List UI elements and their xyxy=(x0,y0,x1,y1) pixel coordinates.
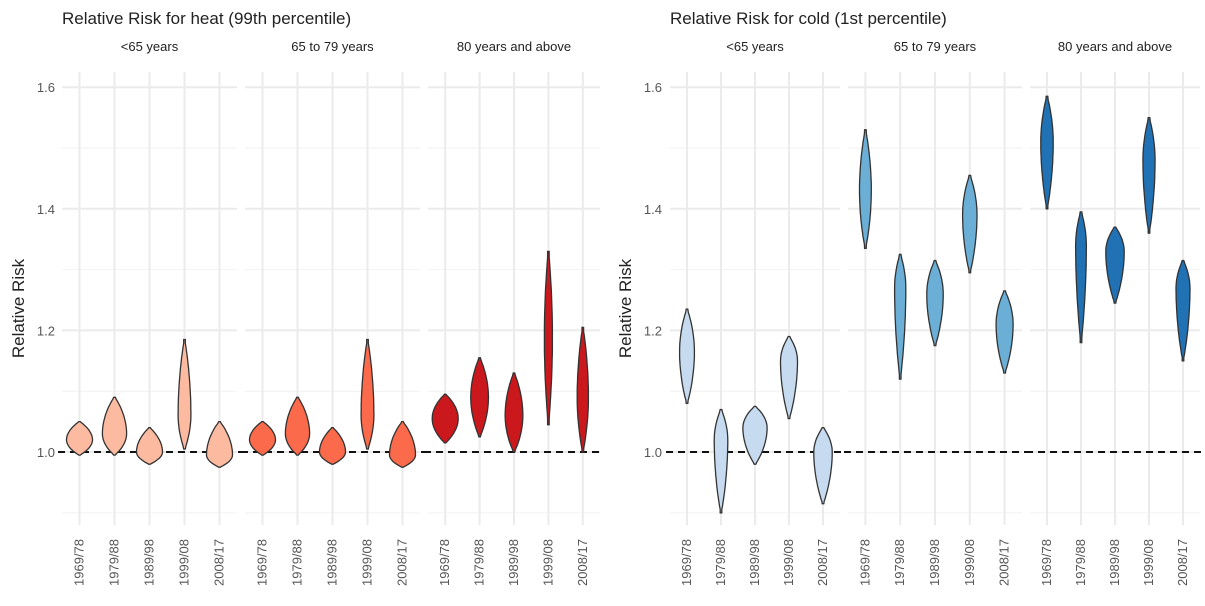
violin xyxy=(678,308,696,405)
x-tick-label: 1969/78 xyxy=(1039,539,1054,586)
x-tick-label: 1979/88 xyxy=(107,539,122,586)
y-tick-label: 1.6 xyxy=(37,80,55,95)
chart-title: Relative Risk for heat (99th percentile) xyxy=(62,9,351,28)
x-tick-label: 2008/17 xyxy=(395,539,410,586)
violin xyxy=(248,420,277,456)
x-tick-label: 1999/08 xyxy=(962,539,977,586)
y-tick-label: 1.4 xyxy=(644,202,662,217)
violin xyxy=(961,174,978,274)
violin xyxy=(504,372,524,453)
chart-title: Relative Risk for cold (1st percentile) xyxy=(670,9,947,28)
x-tick-label: 1999/08 xyxy=(540,539,555,586)
violin xyxy=(101,396,128,456)
y-axis-label: Relative Risk xyxy=(9,258,28,358)
strip-label: <65 years xyxy=(726,39,784,54)
x-tick-label: 1979/88 xyxy=(1073,539,1088,586)
x-tick-label: 1969/78 xyxy=(72,539,87,586)
x-tick-label: 1999/08 xyxy=(360,539,375,586)
violin xyxy=(813,427,833,505)
violin xyxy=(543,250,554,426)
y-tick-label: 1.6 xyxy=(644,80,662,95)
violin xyxy=(779,335,799,420)
x-tick-label: 1989/98 xyxy=(927,539,942,586)
x-tick-label: 1969/78 xyxy=(857,539,872,586)
violin xyxy=(318,427,347,465)
violin xyxy=(388,420,417,468)
violin xyxy=(65,420,94,456)
x-tick-label: 1969/78 xyxy=(255,539,270,586)
y-tick-label: 1.4 xyxy=(37,202,55,217)
x-tick-label: 2008/17 xyxy=(997,539,1012,586)
x-tick-label: 1979/88 xyxy=(713,539,728,586)
x-tick-label: 1989/98 xyxy=(506,539,521,586)
y-tick-label: 1.0 xyxy=(37,445,55,460)
violin xyxy=(205,420,234,468)
x-tick-label: 1979/88 xyxy=(290,539,305,586)
x-tick-label: 2008/17 xyxy=(575,539,590,586)
x-tick-label: 1989/98 xyxy=(325,539,340,586)
violin xyxy=(284,396,311,456)
violin xyxy=(893,253,907,380)
x-tick-label: 1969/78 xyxy=(679,539,694,586)
x-tick-label: 1999/08 xyxy=(781,539,796,586)
x-tick-label: 2008/17 xyxy=(212,539,227,586)
x-tick-label: 1999/08 xyxy=(177,539,192,586)
violin xyxy=(858,129,872,249)
violin xyxy=(470,357,490,438)
violin xyxy=(742,405,768,465)
violin xyxy=(576,326,590,453)
x-tick-label: 2008/17 xyxy=(1175,539,1190,586)
x-tick-label: 1969/78 xyxy=(437,539,452,586)
x-tick-label: 1979/88 xyxy=(892,539,907,586)
x-tick-label: 1989/98 xyxy=(142,539,157,586)
violin xyxy=(1040,95,1054,210)
x-tick-label: 1989/98 xyxy=(747,539,762,586)
x-tick-label: 2008/17 xyxy=(815,539,830,586)
y-tick-label: 1.2 xyxy=(37,323,55,338)
strip-label: 65 to 79 years xyxy=(894,39,977,54)
violin xyxy=(360,338,375,450)
violin xyxy=(135,427,164,465)
x-tick-label: 1999/08 xyxy=(1141,539,1156,586)
y-tick-label: 1.2 xyxy=(644,323,662,338)
strip-label: 65 to 79 years xyxy=(291,39,374,54)
strip-label: 80 years and above xyxy=(457,39,571,54)
violin xyxy=(177,338,192,450)
violin xyxy=(713,408,729,514)
y-axis-label: Relative Risk xyxy=(616,258,635,358)
violin xyxy=(431,393,459,444)
y-tick-label: 1.0 xyxy=(644,445,662,460)
violin xyxy=(1105,226,1125,304)
x-tick-label: 1979/88 xyxy=(472,539,487,586)
x-tick-label: 1989/98 xyxy=(1107,539,1122,586)
violin xyxy=(1074,211,1088,344)
violin xyxy=(1175,259,1191,362)
violin xyxy=(1142,116,1156,234)
violin xyxy=(995,290,1014,374)
strip-label: <65 years xyxy=(121,39,179,54)
violin xyxy=(926,259,944,347)
strip-label: 80 years and above xyxy=(1058,39,1172,54)
